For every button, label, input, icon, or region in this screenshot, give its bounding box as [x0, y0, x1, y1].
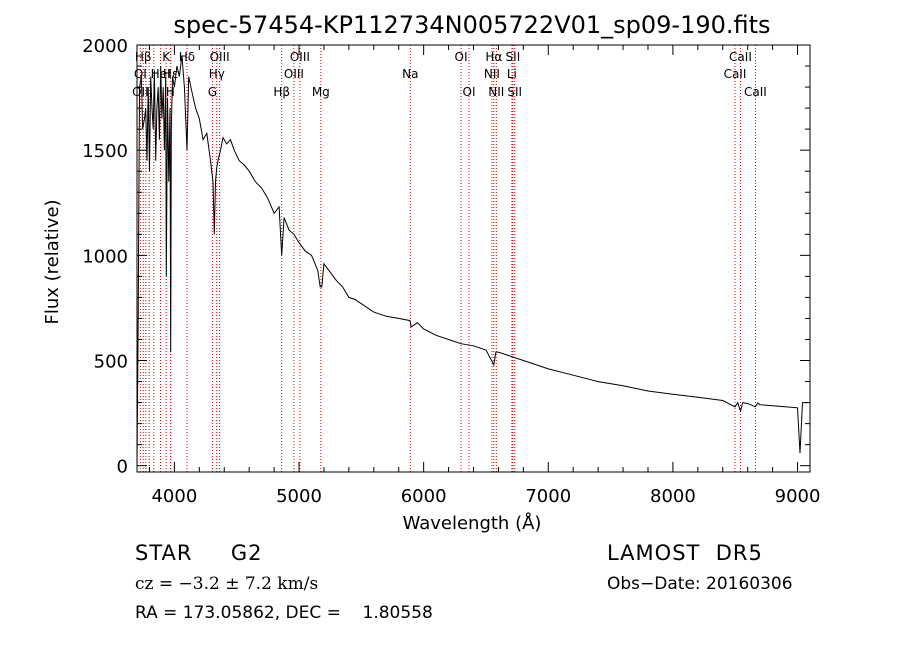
observation-date: Obs−Date: 20160306 [607, 574, 793, 594]
chart-title: spec-57454-KP112734N005722V01_sp09-190.f… [173, 11, 770, 39]
y-tick-label: 1500 [82, 141, 128, 162]
line-id-label: SII [506, 50, 521, 64]
line-id-label: K [162, 50, 171, 64]
plot-frame [136, 44, 811, 473]
object-class: STAR G2 [135, 541, 263, 565]
line-id-label: NII [484, 67, 500, 81]
x-tick-label: 4000 [151, 486, 197, 507]
y-tick-label: 500 [94, 352, 128, 373]
line-id-label: Na [402, 67, 418, 81]
x-tick-label: 6000 [401, 486, 447, 507]
line-id-label: CaII [729, 50, 752, 64]
line-id-label: OIII [210, 50, 230, 64]
line-id-label: OIII [284, 67, 304, 81]
line-id-label: Hγ [209, 67, 225, 81]
line-id-label: NII [488, 85, 504, 99]
line-id-label: Hα [485, 50, 502, 64]
line-id-label: G [208, 85, 217, 99]
y-tick-label: 0 [117, 457, 128, 478]
line-id-label: OI [455, 50, 468, 64]
x-axis-ticks: 4000 5000 6000 7000 8000 9000 [148, 45, 821, 507]
line-id-label: Hδ [179, 50, 195, 64]
survey-name: LAMOST DR5 [607, 541, 763, 565]
y-tick-label: 1000 [82, 246, 128, 267]
x-tick-label: 7000 [525, 486, 571, 507]
x-tick-label: 9000 [775, 486, 821, 507]
spectrum-line [136, 55, 808, 466]
line-id-label: Hβ [135, 50, 152, 64]
x-tick-label: 8000 [650, 486, 696, 507]
line-id-label: Hε [163, 67, 179, 81]
line-id-label: Mg [312, 85, 330, 99]
sky-coordinates: RA = 173.05862, DEC = 1.80558 [135, 603, 433, 623]
line-id-label: CaII [724, 67, 747, 81]
line-id-label: CaII [744, 85, 767, 99]
line-id-label: SII [507, 85, 522, 99]
line-id-label: OII [132, 85, 149, 99]
x-tick-label: 5000 [276, 486, 322, 507]
line-id-label: Li [507, 67, 517, 81]
line-id-markers [139, 45, 756, 472]
y-tick-label: 2000 [82, 36, 128, 57]
line-id-label: H [166, 85, 175, 99]
y-axis-label: Flux (relative) [42, 199, 63, 324]
x-axis-label: Wavelength (Å) [403, 512, 542, 534]
line-id-label: Hβ [273, 85, 290, 99]
line-id-label: OI [134, 67, 147, 81]
line-id-label: OI [463, 85, 476, 99]
redshift-velocity: cz = −3.2 ± 7.2 km/s [135, 574, 319, 594]
line-id-label: OIII [290, 50, 310, 64]
y-axis-ticks: 0 500 1000 1500 2000 [82, 36, 810, 478]
